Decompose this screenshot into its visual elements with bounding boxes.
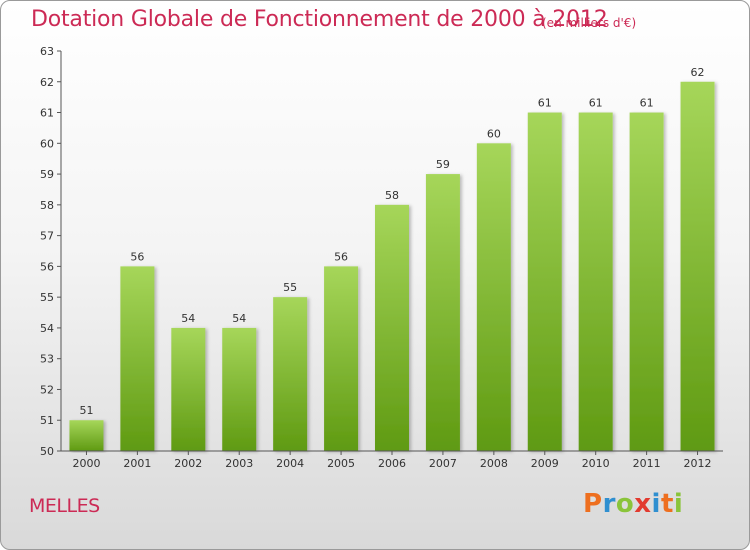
bar-chart: 50 51 52 53 54 55 56 57 58 59 60 61 62 63 51 56 54 54 55 5… (40, 45, 723, 470)
bar-value-label: 55 (283, 281, 297, 294)
bar-2007 (425, 174, 460, 452)
y-tick-label: 59 (40, 168, 54, 181)
logo-letter: x (634, 489, 652, 519)
bar-value-label: 62 (691, 66, 705, 79)
logo-letter: r (602, 489, 616, 519)
logo-letter: P (583, 489, 603, 519)
bar-2001 (120, 266, 155, 451)
chart-title: Dotation Globale de Fonctionnement de 20… (31, 7, 608, 32)
bar-2012 (680, 81, 715, 452)
bar-2000 (69, 420, 104, 451)
bar-2002 (171, 327, 206, 451)
x-tick-label: 2008 (480, 457, 508, 470)
x-tick-label: 2006 (378, 457, 406, 470)
bar-value-label: 61 (538, 97, 552, 110)
y-tick-label: 61 (40, 107, 54, 120)
bar-value-label: 60 (487, 127, 501, 140)
bar-value-label: 61 (589, 97, 603, 110)
logo-letter: t (660, 489, 674, 519)
logo-letter: i (651, 489, 661, 519)
x-tick-label: 2004 (276, 457, 304, 470)
x-tick-label: 2000 (72, 457, 100, 470)
bar-value-label: 56 (130, 250, 144, 263)
x-tick-label: 2010 (582, 457, 610, 470)
bar-2004 (273, 297, 308, 451)
bar-value-label: 54 (232, 312, 246, 325)
bar-value-label: 54 (181, 312, 195, 325)
bar-value-label: 58 (385, 189, 399, 202)
y-tick-label: 52 (40, 383, 54, 396)
logo-letter: i (673, 489, 684, 519)
y-tick-label: 60 (40, 137, 54, 150)
y-tick-label: 50 (40, 445, 54, 458)
commune-name: MELLES (29, 495, 100, 517)
x-tick-label: 2007 (429, 457, 457, 470)
y-tick-label: 56 (40, 260, 54, 273)
bar-value-label: 51 (79, 404, 93, 417)
x-tick-label: 2001 (123, 457, 151, 470)
y-tick-label: 53 (40, 353, 54, 366)
bar-2009 (527, 112, 562, 452)
x-tick-label: 2002 (174, 457, 202, 470)
bar-2005 (324, 266, 359, 451)
proxiti-logo: Proxiti (583, 489, 683, 519)
logo-letter: o (615, 489, 635, 519)
bar-2003 (222, 327, 257, 451)
x-tick-label: 2005 (327, 457, 355, 470)
bar-2008 (476, 143, 511, 452)
x-tick-label: 2003 (225, 457, 253, 470)
y-tick-label: 54 (40, 322, 54, 335)
bar-value-label: 56 (334, 250, 348, 263)
x-tick-label: 2009 (531, 457, 559, 470)
x-tick-label: 2011 (633, 457, 661, 470)
y-tick-label: 51 (40, 414, 54, 427)
y-tick-label: 58 (40, 199, 54, 212)
bar-2006 (375, 204, 409, 451)
chart-subtitle: (en milliers d'€) (542, 16, 637, 30)
bar-2011 (629, 112, 664, 452)
y-tick-label: 57 (40, 230, 54, 243)
y-tick-label: 55 (40, 291, 54, 304)
y-tick-label: 62 (40, 76, 54, 89)
x-tick-label: 2012 (684, 457, 712, 470)
bar-value-label: 61 (640, 97, 654, 110)
bar-2010 (578, 112, 613, 452)
bar-value-label: 59 (436, 158, 450, 171)
y-tick-label: 63 (40, 45, 54, 58)
